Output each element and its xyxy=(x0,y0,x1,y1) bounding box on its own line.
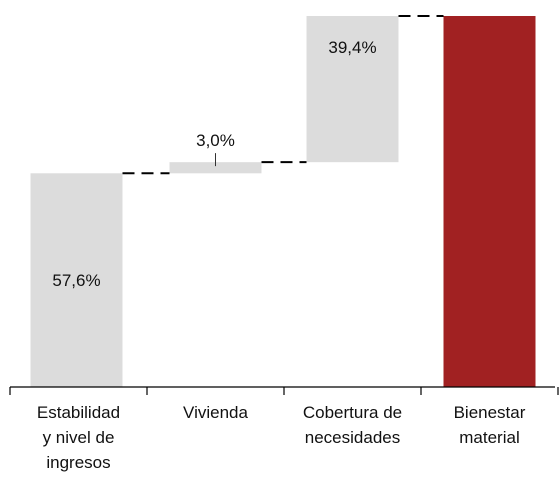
bars-group xyxy=(31,16,536,387)
bar-3 xyxy=(444,16,536,387)
data-label-1: 3,0% xyxy=(196,131,235,150)
x-axis xyxy=(10,387,558,395)
data-label-0: 57,6% xyxy=(52,271,100,290)
x-tick-label-2: Cobertura de necesidades xyxy=(303,403,402,447)
x-tick-label-1: Vivienda xyxy=(183,403,248,422)
data-label-2: 39,4% xyxy=(328,38,376,57)
x-tick-label-0: Estabilidad y nivel de ingresos xyxy=(37,403,120,472)
x-tick-label-3: Bienestar material xyxy=(454,403,526,447)
